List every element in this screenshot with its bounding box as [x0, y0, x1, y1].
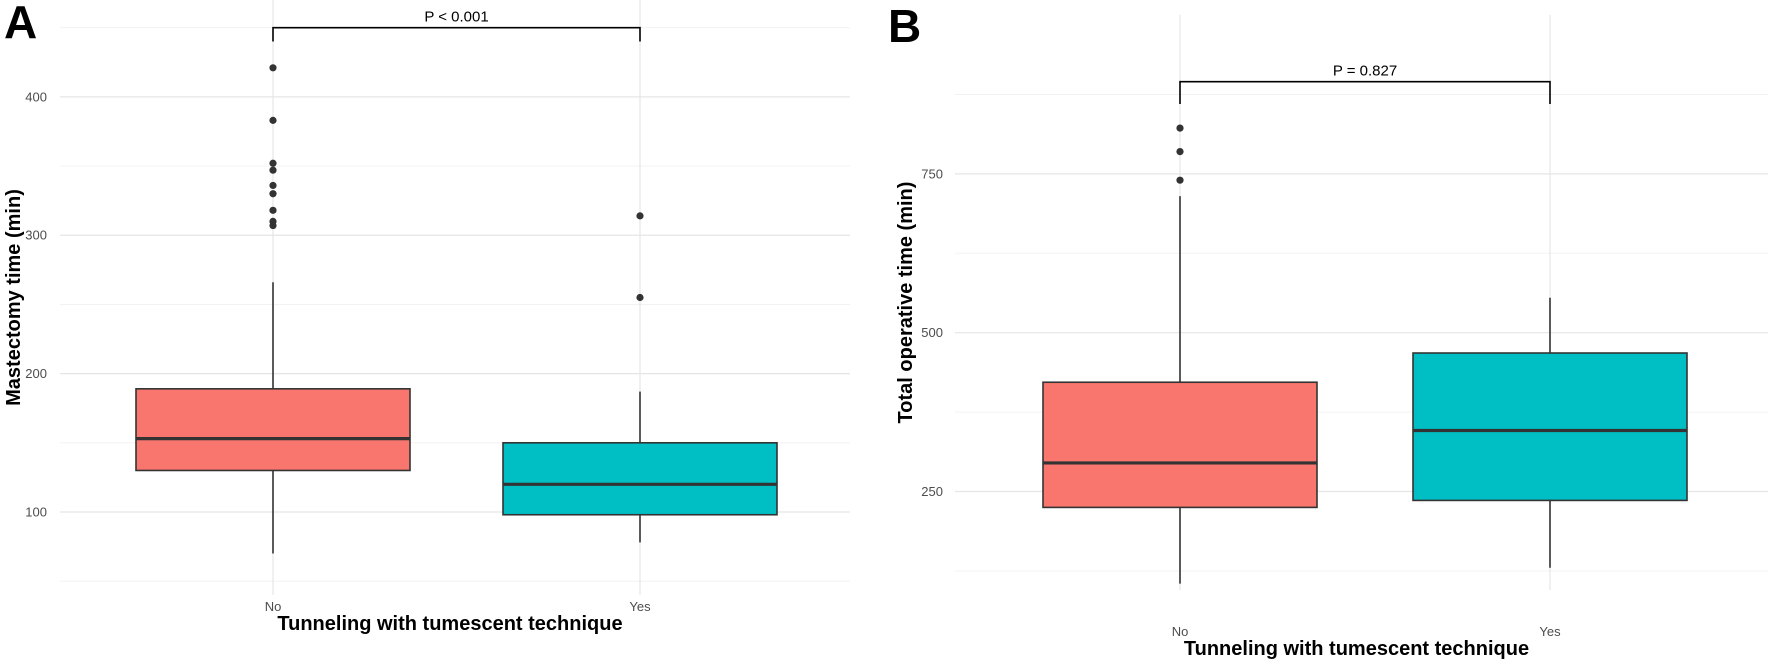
outlier-point [269, 159, 277, 167]
iqr-box [1042, 381, 1318, 509]
significance-bracket: P < 0.001 [272, 9, 641, 42]
outlier-point [1176, 124, 1184, 132]
box-no: No [135, 64, 411, 614]
y-tick-label: 200 [25, 366, 47, 381]
y-tick-label: 250 [921, 484, 943, 499]
outlier-point [269, 181, 277, 190]
x-tick-label: Yes [1539, 624, 1561, 639]
box-yes: Yes [1412, 297, 1688, 639]
box-yes: Yes [502, 212, 778, 614]
outlier-point [269, 64, 277, 72]
outlier-point [269, 116, 277, 124]
panel-letter: A [4, 0, 37, 48]
outlier-point [636, 212, 644, 220]
p-value-label: P < 0.001 [424, 9, 488, 26]
x-axis-title: Tunneling with tumescent technique [277, 613, 622, 635]
iqr-box [502, 441, 778, 516]
outlier-point [636, 293, 644, 302]
y-axis-title: Total operative time (min) [895, 182, 917, 424]
panel-letter: B [888, 0, 921, 52]
y-tick-label: 100 [25, 504, 47, 519]
outlier-point [269, 166, 277, 174]
bracket-line [1179, 80, 1551, 104]
x-tick-label: No [265, 599, 282, 614]
y-tick-label: 300 [25, 228, 47, 243]
panel-b: 250 500 750 No Yes P = 0.827 Tunneling with tu… [888, 0, 1768, 660]
panel-a: 100 200 300 400 No Yes P < 0.001 Tunneling with… [3, 0, 850, 635]
y-tick-label: 750 [921, 166, 943, 181]
outlier-point [1176, 176, 1184, 184]
outlier-point [269, 217, 277, 225]
y-tick-label: 400 [25, 89, 47, 104]
x-axis-title: Tunneling with tumescent technique [1184, 638, 1529, 660]
y-tick-label: 500 [921, 325, 943, 340]
p-value-label: P = 0.827 [1333, 63, 1397, 80]
significance-bracket: P = 0.827 [1179, 63, 1551, 104]
y-axis-title: Mastectomy time (min) [3, 189, 25, 406]
outlier-point [1176, 148, 1184, 156]
outlier-point [269, 206, 277, 214]
x-tick-label: Yes [629, 599, 651, 614]
box-no: No [1042, 124, 1318, 639]
outlier-point [269, 190, 277, 198]
iqr-box [1412, 352, 1688, 502]
iqr-box [135, 388, 411, 472]
bracket-line [272, 26, 641, 42]
x-tick-label: No [1172, 624, 1189, 639]
